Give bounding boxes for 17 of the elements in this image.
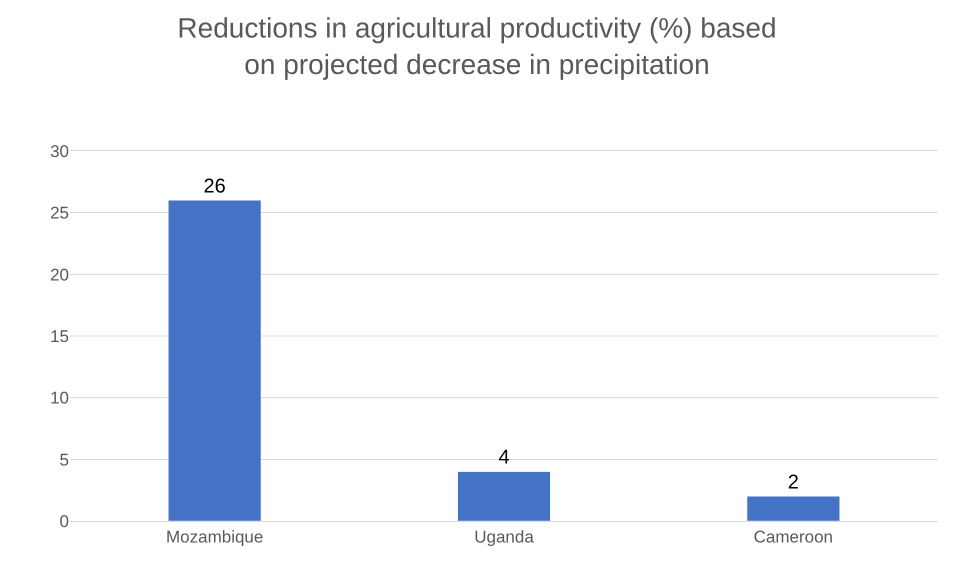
chart-title: Reductions in agricultural productivity (%) based on projected decrease in precipitation <box>177 12 777 80</box>
y-tick-label: 25 <box>50 204 69 223</box>
data-label: 4 <box>498 446 510 469</box>
x-tick-label: Mozambique <box>166 527 264 546</box>
x-tick-label: Uganda <box>474 527 534 546</box>
bar <box>746 496 840 521</box>
y-tick-label: 30 <box>50 142 69 161</box>
bar <box>168 200 262 521</box>
bar <box>457 471 551 521</box>
y-tick-label: 15 <box>50 326 69 346</box>
data-label: 26 <box>204 175 226 198</box>
x-tick-label: Cameroon <box>754 527 834 546</box>
y-tick-label: 20 <box>50 265 69 284</box>
data-label: 2 <box>788 471 799 494</box>
y-tick-label: 0 <box>60 512 69 531</box>
y-tick-label: 10 <box>50 388 69 408</box>
y-tick-label: 5 <box>60 450 69 470</box>
